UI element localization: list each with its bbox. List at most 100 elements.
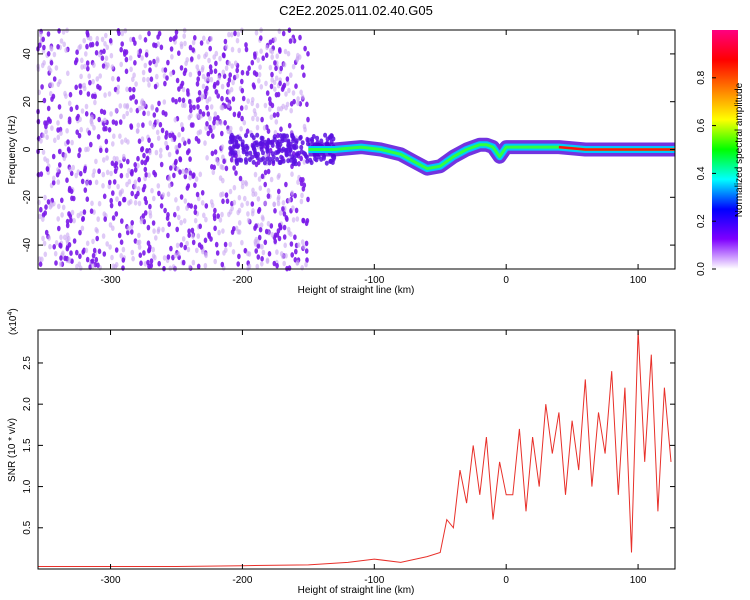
spectrogram-cell [203,88,208,95]
spectrogram-cell [143,159,148,166]
spectrogram-cell [306,51,310,57]
spectrogram-cell [169,245,173,252]
spectrogram-cell [197,90,202,96]
spectrogram-cell [138,252,143,258]
spectrogram-cell [159,203,164,209]
spectrogram-cell [41,36,45,43]
spectrogram-cell [189,203,193,209]
spectrogram-cell [177,96,182,103]
spectrogram-cell [104,32,108,39]
spectrogram-cell [221,164,225,171]
spectrogram-cell [141,122,145,128]
spectrogram-cell [54,240,59,246]
spectrogram-cell [240,139,245,145]
spectrogram-cell [133,179,138,186]
spectrogram-cell [204,203,209,209]
spectrogram-cell [264,228,269,235]
spectrogram-cell [169,165,173,171]
spectrogram-cell [159,161,164,168]
spectrogram-cell [300,94,305,100]
spectrogram-cell [208,115,212,122]
spectrogram-cell [177,142,182,149]
spectrogram-cell [65,218,70,225]
spectrogram-cell [94,179,99,186]
spectrogram-cell [156,135,161,141]
spectrogram-cell [143,196,148,202]
spectrogram-cell [302,150,306,156]
spectrogram-cell [279,251,284,257]
spectrogram-cell [110,160,115,167]
spectrogram-cell [176,251,181,257]
spectrogram-cell [49,60,54,66]
spectrogram-cell [152,169,156,176]
snr-panel: -300 -200 -100 0 100 0.5 1.0 1.5 2.0 2.5 Height … [7,308,676,596]
spectrogram-cell [56,44,60,50]
spectrogram-cell [109,52,114,59]
spectrogram-cell [227,102,231,109]
spectrogram-cell [286,80,290,86]
spectrogram-cell [197,96,201,102]
spectrogram-cell [92,125,96,131]
spectrogram-cell [149,258,154,264]
spectrogram-cell [69,250,73,256]
spectrogram-cell [178,156,182,162]
spectrogram-cell [186,91,190,97]
spectrogram-cell [49,45,53,51]
spectrogram-cell [272,260,277,267]
spectrogram-cell [78,229,82,236]
spectrogram-cell [54,65,59,71]
spectrogram-cell [85,43,89,50]
spectrogram-cell [57,104,62,110]
spectrogram-cell [108,222,113,228]
spectrogram-cell [293,234,297,240]
spectrogram-cell [94,226,98,233]
snr-scale-note: (x104) [7,308,19,335]
spectrogram-cell [221,69,226,76]
spectrogram-cell [38,42,42,48]
spectrogram-cell [300,140,305,146]
spectrogram-cell [129,66,133,73]
spectrogram-cell [213,116,217,122]
spectrogram-cell [253,111,258,118]
spectrogram-cell [255,238,260,245]
spectrogram-cell [247,65,251,71]
spectrogram-cell [299,89,303,96]
spectrogram-cell [170,54,174,60]
spectrogram-cell [125,110,129,117]
spectrogram-cell [249,132,254,138]
spectrogram-cell [157,190,161,197]
spectrogram-cell [288,38,293,44]
spectrogram-cell [263,169,268,176]
spectrogram-y-tick-label: -40 [22,237,33,252]
spectrogram-cell [271,158,276,164]
spectrogram-cell [202,35,206,42]
spectrogram-cell [120,218,124,224]
spectrogram-cell [265,146,270,152]
spectrogram-cell [291,63,296,70]
spectrogram-cell [139,260,143,267]
spectrogram-cell [243,157,248,163]
spectrogram-cell [75,129,79,135]
spectrogram-cell [203,53,207,60]
spectrogram-cell [296,150,301,156]
spectrogram-cell [187,232,191,238]
spectrogram-cell [222,250,226,256]
spectrogram-cell [66,70,70,77]
spectrogram-cell [72,238,77,244]
spectrogram-cell [124,68,129,75]
spectrogram-cell [174,197,178,203]
spectrogram-cell [102,157,106,163]
spectrogram-cell [265,258,270,265]
spectrogram-cell [200,200,205,206]
spectrogram-cell [144,172,148,178]
spectrogram-cell [78,83,82,89]
spectrogram-cell [151,253,156,259]
spectrogram-cell [257,78,261,84]
spectrogram-cell [177,50,181,56]
spectrogram-cell [183,244,187,251]
spectrogram-cell [191,233,195,239]
spectrogram-cell [257,71,262,78]
spectrogram-cell [201,248,205,255]
spectrogram-cell [284,91,288,97]
